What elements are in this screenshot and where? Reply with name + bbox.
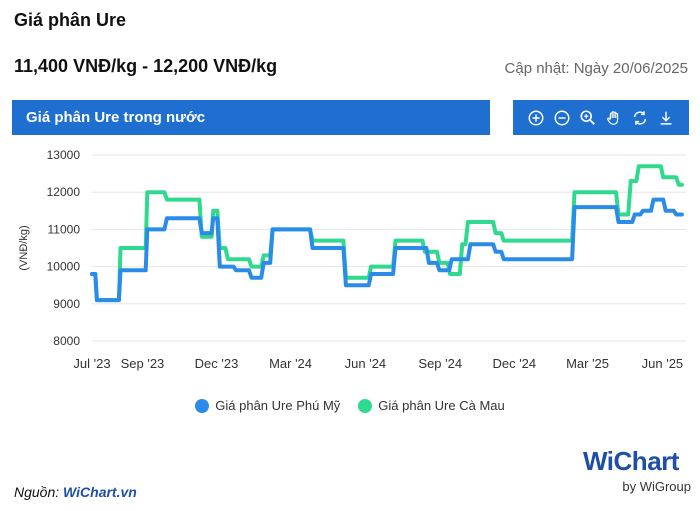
y-axis-label: (VNĐ/kg) (18, 225, 30, 270)
y-tick-label: 9000 (53, 297, 80, 311)
source-note: Nguồn: WiChart.vn (14, 484, 137, 500)
chart-banner: Giá phân Ure trong nước (12, 100, 490, 135)
source-link[interactable]: WiChart.vn (63, 484, 137, 500)
legend-label-phu-my: Giá phân Ure Phú Mỹ (215, 398, 341, 413)
x-tick-label: Mar '24 (269, 356, 312, 371)
brand-logo: WiChart by WiGroup (583, 446, 691, 494)
legend-label-ca-mau: Giá phân Ure Cà Mau (378, 398, 505, 413)
x-tick-label: Jun '25 (642, 356, 684, 371)
x-tick-label: Dec '23 (195, 356, 239, 371)
series-line-ca-mau (90, 164, 684, 303)
chart-banner-title: Giá phân Ure trong nước (26, 109, 206, 126)
legend-marker-ca-mau (358, 398, 373, 413)
price-range: 11,400 VNĐ/kg - 12,200 VNĐ/kg (14, 56, 278, 76)
zoom-out-icon[interactable] (552, 108, 572, 128)
x-tick-label: Dec '24 (492, 356, 536, 371)
chart-legend: Giá phân Ure Phú Mỹ Giá phân Ure Cà Mau (0, 398, 700, 413)
x-tick-label: Sep '23 (121, 356, 165, 371)
x-tick-label: Mar '25 (566, 356, 609, 371)
y-tick-label: 8000 (53, 334, 80, 348)
x-tick-label: Sep '24 (418, 356, 462, 371)
legend-item-ca-mau[interactable]: Giá phân Ure Cà Mau (358, 398, 505, 413)
pan-hand-icon[interactable] (604, 108, 624, 128)
source-label: Nguồn: (14, 484, 60, 500)
updated-date: Cập nhật: Ngày 20/06/2025 (504, 60, 688, 77)
y-tick-label: 11000 (48, 222, 81, 236)
reset-icon[interactable] (630, 108, 650, 128)
zoom-in-icon[interactable] (526, 108, 546, 128)
chart-toolbar (513, 100, 689, 135)
legend-item-phu-my[interactable]: Giá phân Ure Phú Mỹ (195, 398, 340, 413)
download-icon[interactable] (656, 108, 676, 128)
y-tick-label: 13000 (47, 148, 81, 162)
page-title: Giá phân Ure (14, 10, 127, 30)
x-tick-label: Jul '23 (73, 356, 110, 371)
y-tick-label: 10000 (47, 260, 81, 274)
series-line-phu-my (90, 197, 684, 303)
legend-marker-phu-my (195, 398, 210, 413)
magnify-icon[interactable] (578, 108, 598, 128)
x-tick-label: Jun '24 (345, 356, 387, 371)
wichart-logo: WiChart (583, 446, 679, 476)
y-tick-label: 12000 (47, 185, 81, 199)
line-chart: 8000 9000 10000 11000 12000 13000 (VNĐ/kg) Jul … (18, 148, 686, 371)
brand-tagline: by WiGroup (622, 479, 691, 494)
